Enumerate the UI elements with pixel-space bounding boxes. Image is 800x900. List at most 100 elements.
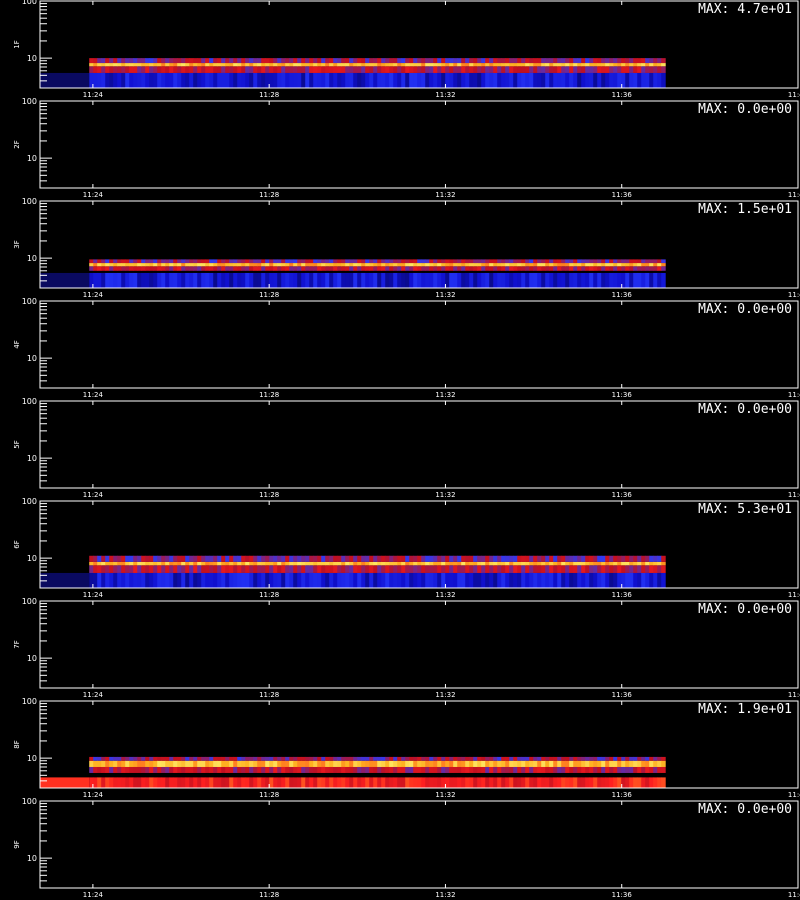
heat-cell (453, 266, 458, 271)
heat-cell (329, 555, 334, 562)
heat-cell (429, 777, 434, 788)
heat-cell (249, 272, 254, 288)
heat-cell (301, 266, 306, 271)
heat-cell (389, 565, 394, 573)
heat-cell (433, 263, 438, 267)
heat-cell (189, 58, 194, 64)
heat-cell (429, 66, 434, 73)
heat-cell (157, 777, 162, 788)
heat-cell (265, 72, 270, 88)
heat-cell (493, 66, 498, 73)
heat-cell (269, 63, 274, 67)
heat-cell (649, 266, 654, 271)
heat-cell (181, 66, 186, 73)
heat-cell (145, 66, 150, 73)
heat-cell (657, 266, 662, 271)
heat-cell (505, 555, 510, 562)
heat-cell (273, 272, 278, 288)
heat-cell (533, 572, 538, 588)
heat-cell (157, 572, 162, 588)
heat-cell (469, 266, 474, 271)
heat-cell (285, 565, 290, 573)
heat-cell (369, 58, 374, 64)
heat-cell (393, 561, 398, 566)
heat-cell (533, 760, 538, 767)
heat-cell (413, 263, 418, 267)
heat-cell (125, 72, 130, 88)
heat-cell (157, 66, 162, 73)
heat-cell (557, 272, 562, 288)
heat-cell (429, 272, 434, 288)
heat-cell (641, 572, 646, 588)
x-tick-label: 11:36 (612, 391, 633, 399)
heat-cell (621, 766, 626, 773)
heat-cell (465, 565, 470, 573)
heat-cell (545, 777, 550, 788)
heat-cell (169, 72, 174, 88)
heat-cell (113, 266, 118, 271)
heat-cell (181, 555, 186, 562)
heat-cell (353, 572, 358, 588)
heat-cell (369, 72, 374, 88)
heat-cell (541, 766, 546, 773)
heat-cell (265, 58, 270, 64)
heat-cell (413, 72, 418, 88)
heat-cell (389, 766, 394, 773)
heat-cell (245, 572, 250, 588)
heat-cell (217, 263, 222, 267)
heat-cell (161, 259, 166, 264)
heat-cell (461, 58, 466, 64)
heat-cell (413, 266, 418, 271)
heat-cell (197, 561, 202, 566)
heat-cell (513, 561, 518, 566)
heat-cell (169, 565, 174, 573)
heat-cell (441, 272, 446, 288)
heat-cell (421, 756, 426, 761)
heat-cell (405, 66, 410, 73)
heat-cell (553, 63, 558, 67)
heat-cell (137, 561, 142, 566)
heat-cell (517, 555, 522, 562)
heat-cell (177, 572, 182, 588)
heat-cell (165, 63, 170, 67)
heat-cell (629, 263, 634, 267)
heat-cell (461, 555, 466, 562)
heat-cell (245, 272, 250, 288)
heat-cell (593, 63, 598, 67)
heat-cell (349, 58, 354, 64)
heat-cell (645, 63, 650, 67)
heat-cell (457, 58, 462, 64)
heat-cell (233, 760, 238, 767)
heat-cell (521, 272, 526, 288)
heat-cell (341, 555, 346, 562)
heat-cell (473, 766, 478, 773)
heat-cell (253, 777, 258, 788)
heat-cell (185, 555, 190, 562)
heat-cell (661, 259, 666, 264)
heat-cell (461, 760, 466, 767)
heat-cell (417, 555, 422, 562)
heat-cell (197, 272, 202, 288)
heat-cell (209, 555, 214, 562)
heat-cell (221, 58, 226, 64)
heat-cell (549, 756, 554, 761)
heat-cell (237, 760, 242, 767)
heat-cell (649, 58, 654, 64)
heat-cell (333, 58, 338, 64)
heat-cell (201, 760, 206, 767)
heat-cell (289, 561, 294, 566)
heat-cell (201, 572, 206, 588)
heat-cell (509, 266, 514, 271)
heat-cell (549, 63, 554, 67)
heat-cell (509, 263, 514, 267)
heat-cell (241, 555, 246, 562)
heat-cell (593, 565, 598, 573)
heat-cell (309, 266, 314, 271)
heat-cell (445, 259, 450, 264)
heat-cell (229, 266, 234, 271)
heat-cell (337, 263, 342, 267)
heat-cell (653, 66, 658, 73)
heat-cell (273, 565, 278, 573)
heat-cell (141, 58, 146, 64)
heat-cell (161, 58, 166, 64)
